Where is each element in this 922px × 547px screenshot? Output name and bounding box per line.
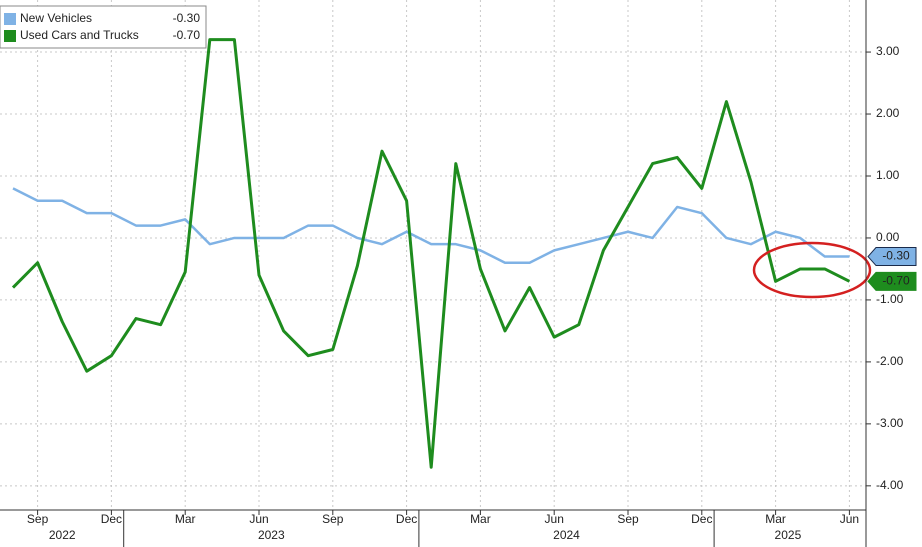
x-tick-label: Mar <box>470 512 491 526</box>
x-tick-label: Dec <box>396 512 417 526</box>
legend-value: -0.30 <box>173 11 201 25</box>
legend-swatch <box>4 13 16 25</box>
y-tick-label: 0.00 <box>876 230 900 244</box>
x-tick-label: Jun <box>545 512 564 526</box>
highlight-ellipse <box>752 241 872 299</box>
value-tag-label: -0.70 <box>882 274 910 288</box>
y-tick-label: -3.00 <box>876 416 904 430</box>
x-tick-label: Jun <box>840 512 859 526</box>
value-tag-label: -0.30 <box>882 249 910 263</box>
x-tick-label: Sep <box>322 512 344 526</box>
legend-value: -0.70 <box>173 28 201 42</box>
x-tick-label: Jun <box>249 512 268 526</box>
y-tick-label: 3.00 <box>876 44 900 58</box>
x-group-label: 2022 <box>49 528 76 542</box>
y-tick-label: -1.00 <box>876 292 904 306</box>
legend-label: Used Cars and Trucks <box>20 28 139 42</box>
value-tag <box>867 247 917 267</box>
legend: New Vehicles -0.30 Used Cars and Trucks -0.… <box>0 5 207 49</box>
y-tick-label: 2.00 <box>876 106 900 120</box>
x-tick-label: Mar <box>765 512 786 526</box>
x-group-label: 2024 <box>553 528 580 542</box>
grid <box>0 0 866 510</box>
plot <box>11 38 851 469</box>
x-tick-label: Dec <box>101 512 122 526</box>
legend-label: New Vehicles <box>20 11 92 25</box>
x-tick-label: Mar <box>175 512 196 526</box>
y-tick-label: 1.00 <box>876 168 900 182</box>
x-group-label: 2025 <box>775 528 802 542</box>
series-line <box>12 187 850 264</box>
axes: 3.00 2.00 1.00 0.00 -1.00 -2.00 -3.00 -4.00 Sep D… <box>27 44 917 547</box>
legend-box <box>0 5 207 49</box>
value-tag <box>867 271 917 291</box>
y-tick-label: -4.00 <box>876 478 904 492</box>
x-tick-label: Sep <box>617 512 639 526</box>
x-tick-label: Dec <box>691 512 712 526</box>
y-tick-label: -2.00 <box>876 354 904 368</box>
x-tick-label: Sep <box>27 512 49 526</box>
x-group-label: 2023 <box>258 528 285 542</box>
legend-swatch <box>4 30 16 42</box>
series-line <box>11 38 851 469</box>
